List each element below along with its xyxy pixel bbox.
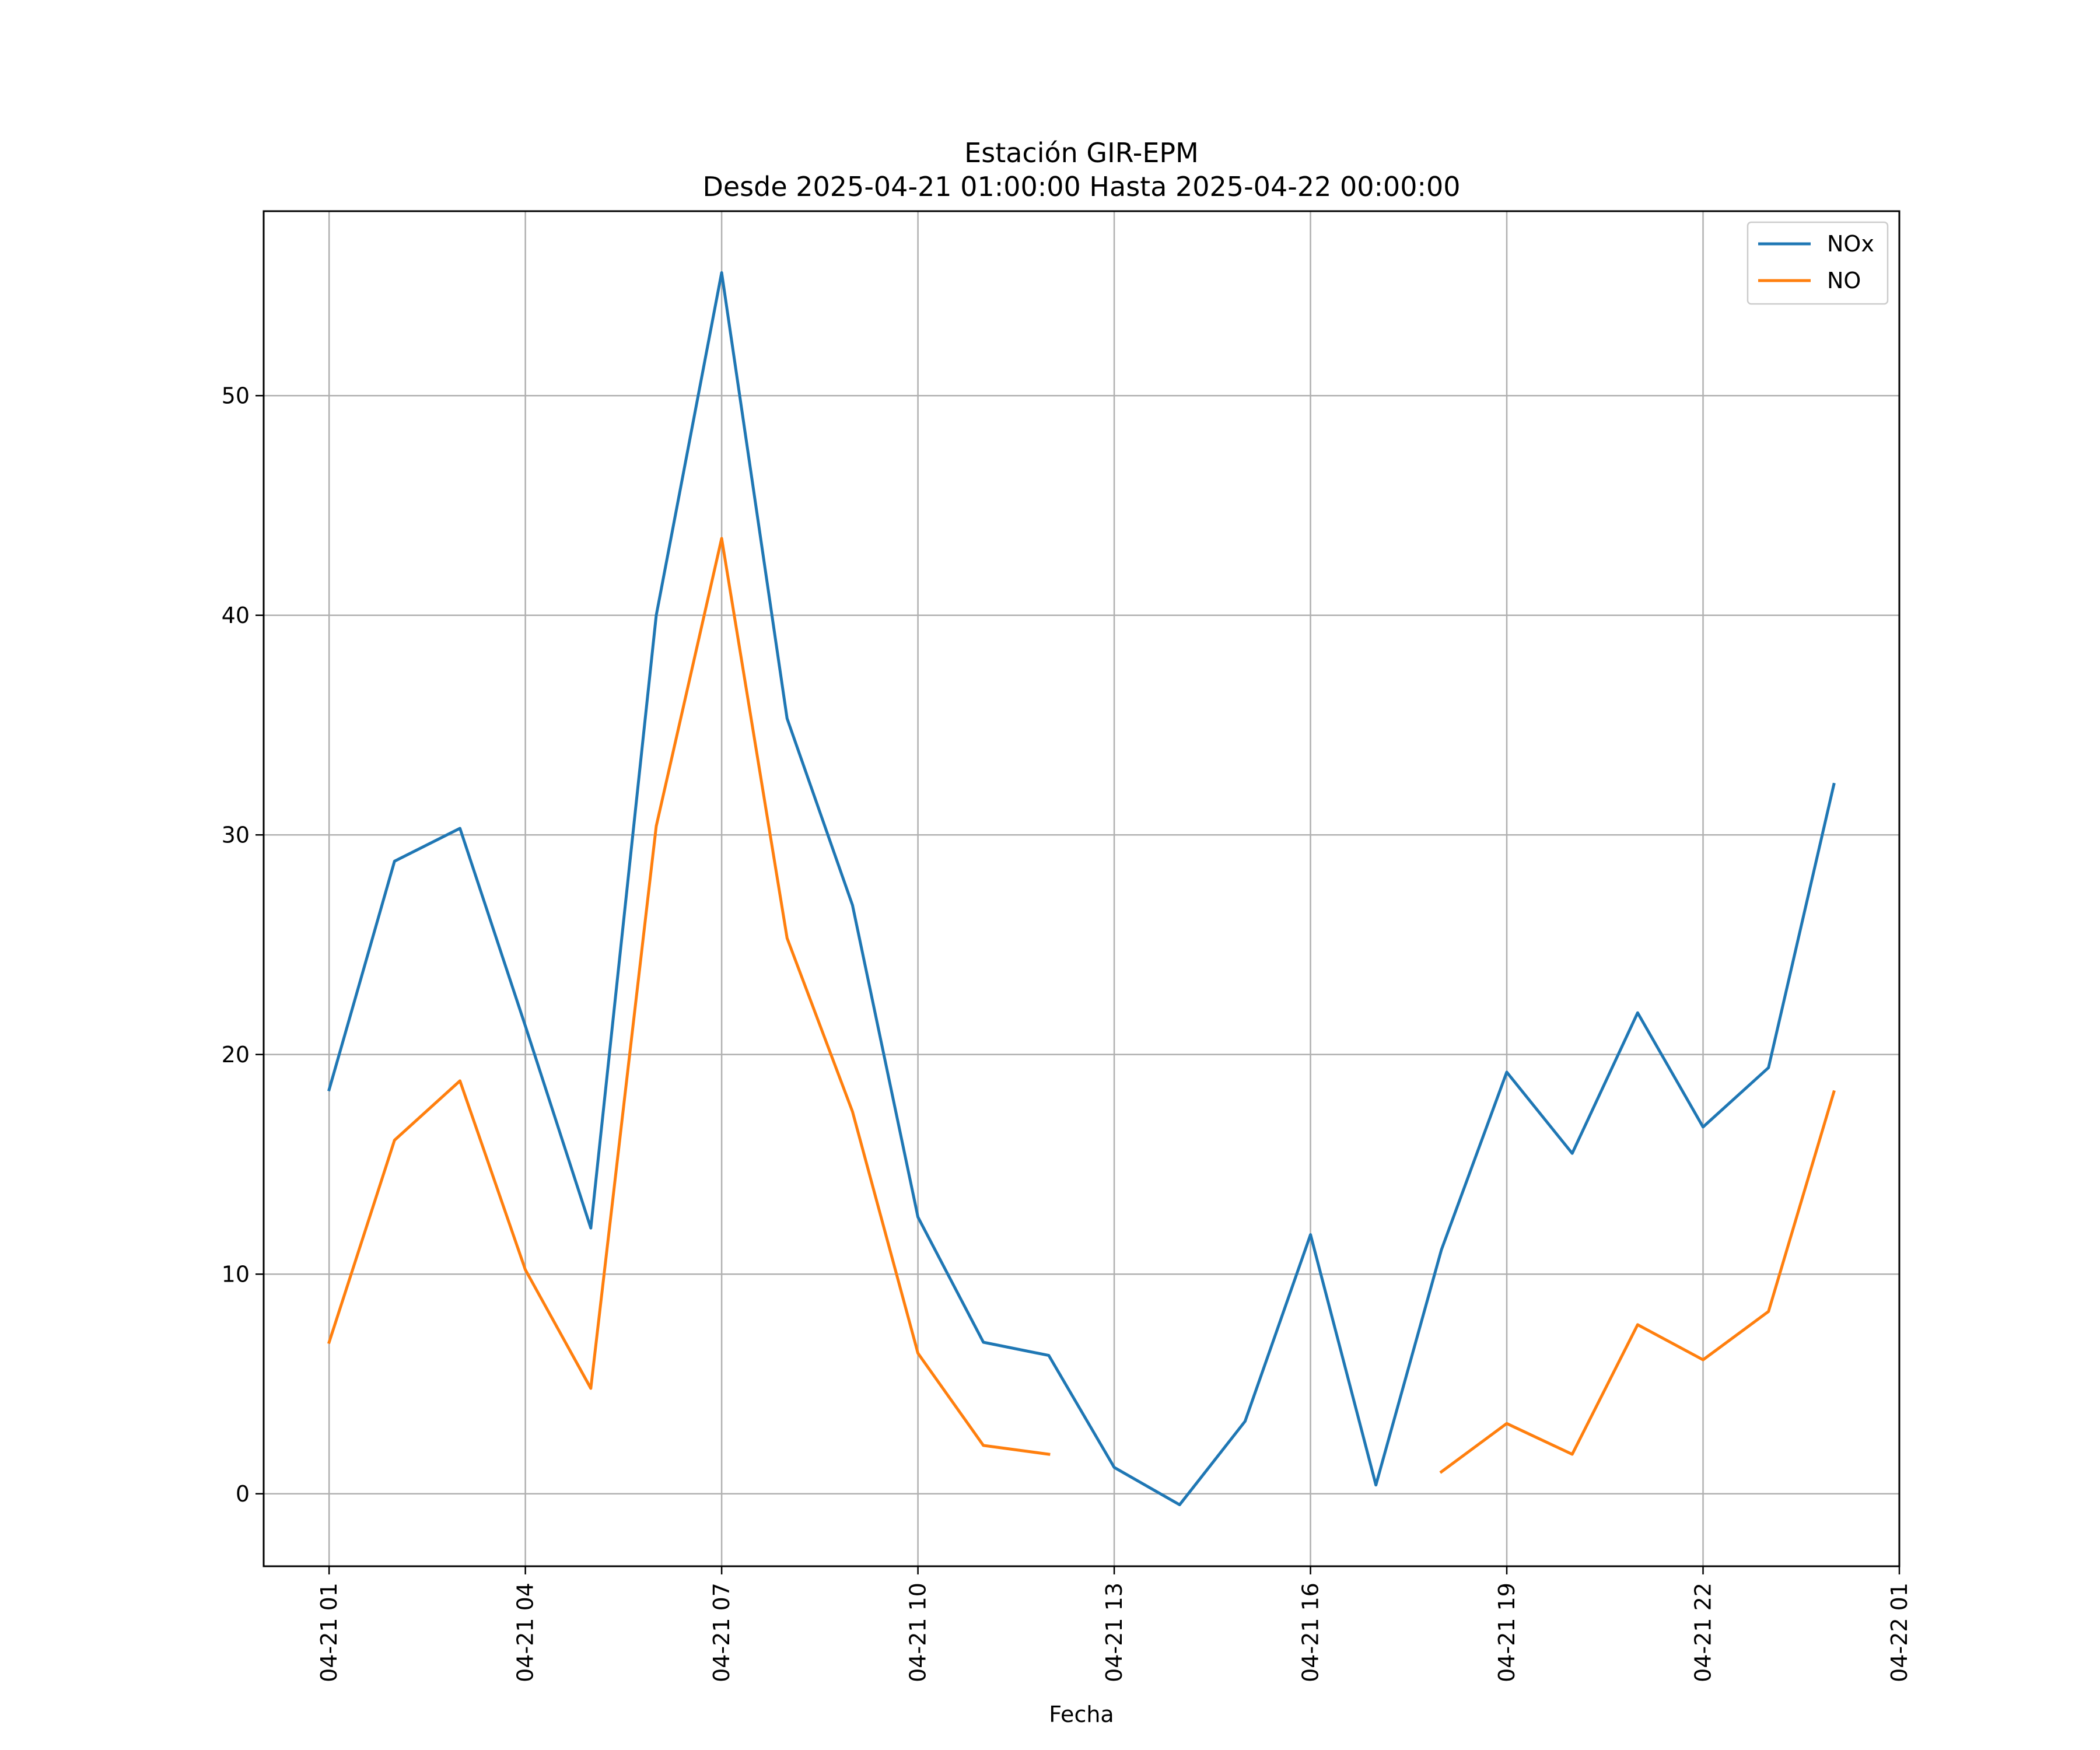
legend-label-no: NO [1827, 268, 1861, 293]
x-tick-label: 04-21 07 [709, 1583, 734, 1682]
series-line-nox [327, 271, 1836, 1507]
y-tick-label: 50 [222, 383, 250, 408]
y-tick-label: 40 [222, 603, 250, 628]
y-tick-label: 20 [222, 1042, 250, 1068]
legend-label-nox: NOx [1827, 231, 1874, 257]
y-tick-label: 10 [222, 1261, 250, 1287]
chart-title-line-1: Estación GIR-EPM [964, 137, 1199, 169]
x-tick-label: 04-21 04 [513, 1583, 538, 1682]
x-tick-label: 04-21 22 [1690, 1583, 1716, 1682]
x-tick-label: 04-21 16 [1298, 1583, 1324, 1682]
series-line-no [327, 537, 1836, 1474]
chart-title-line-2: Desde 2025-04-21 01:00:00 Hasta 2025-04-… [702, 171, 1460, 202]
x-tick-label: 04-21 01 [316, 1583, 342, 1682]
x-tick-label: 04-21 19 [1494, 1583, 1520, 1682]
x-tick-label: 04-21 10 [905, 1583, 931, 1682]
x-tick-labels: 04-21 01 04-21 04 04-21 07 04-21 10 04-21 13… [316, 1583, 1912, 1682]
y-tick-labels: 0 10 20 30 40 50 [222, 383, 250, 1506]
x-tick-label: 04-21 13 [1101, 1583, 1127, 1682]
legend: NOx NO [1746, 221, 1889, 305]
y-tick-label: 0 [236, 1481, 250, 1507]
y-tick-label: 30 [222, 822, 250, 848]
x-tick-label: 04-22 01 [1887, 1583, 1912, 1682]
plot-area-frame [262, 210, 1901, 1567]
axis-ticks [256, 395, 1901, 1574]
series-layer [327, 271, 1836, 1507]
x-axis-label: Fecha [1049, 1702, 1114, 1727]
